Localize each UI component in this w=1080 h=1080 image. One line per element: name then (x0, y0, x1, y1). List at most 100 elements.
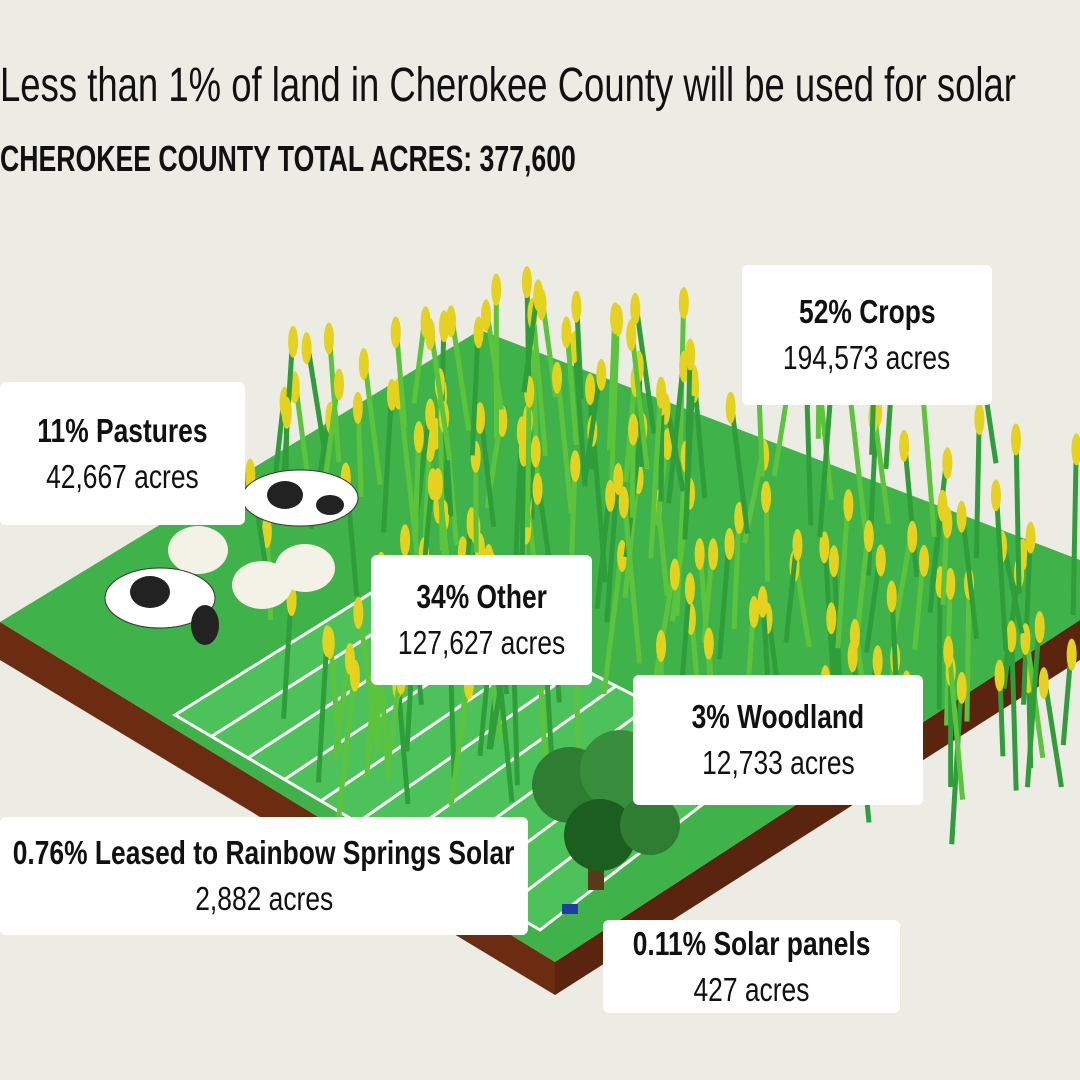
cow-spot (130, 576, 170, 608)
crop-head (757, 585, 768, 618)
crop-head (945, 567, 956, 600)
crop-head (1038, 667, 1049, 700)
cow-head (191, 605, 219, 645)
crop-head (322, 625, 333, 658)
crop-head (974, 402, 985, 435)
callout-acres: 127,627 acres (397, 624, 566, 661)
crop-head (481, 299, 492, 332)
callout: 52% Crops 194,573 acres (742, 265, 992, 405)
crop-head (475, 402, 486, 435)
callout-label: 0.11% Solar panels (632, 924, 871, 962)
crop-head (994, 659, 1005, 692)
crop-stalk (1070, 439, 1079, 616)
callout-acres: 42,667 acres (46, 457, 199, 495)
tree-leaves (620, 795, 680, 855)
subtitle: CHEROKEE COUNTY TOTAL ACRES: 377,600 (0, 138, 576, 179)
crop-head (571, 290, 582, 323)
crop-head (1066, 638, 1077, 671)
crop-head (413, 421, 424, 454)
crop-head (552, 361, 563, 394)
crop-head (521, 266, 532, 299)
crop-head (386, 378, 397, 411)
crop-head (626, 319, 637, 352)
crop-head (685, 338, 696, 371)
crop-head (353, 596, 364, 629)
crop-head (956, 500, 967, 533)
crop-head (694, 538, 705, 571)
crop-head (1025, 521, 1036, 554)
callout: 34% Other 127,627 acres (371, 555, 592, 685)
crop-head (734, 501, 745, 534)
sheep (275, 544, 335, 592)
crop-head (761, 480, 772, 513)
crop-head (919, 544, 930, 577)
crop-head (863, 520, 874, 553)
crop-head (628, 413, 639, 446)
callout: 11% Pastures 42,667 acres (0, 382, 245, 525)
callout-acres: 2,882 acres (195, 880, 333, 917)
crop-head (872, 645, 883, 678)
crop-head (630, 292, 641, 325)
crop-head (703, 627, 714, 660)
crop-head (819, 531, 830, 564)
tree-leaves (564, 799, 636, 871)
crop-head (533, 279, 544, 312)
crop-head (561, 316, 572, 349)
crop-head (725, 391, 736, 424)
crop-head (907, 520, 918, 553)
crop-head (425, 318, 436, 351)
crop-head (1010, 423, 1021, 456)
sheep (168, 526, 228, 574)
solar-panel (562, 904, 578, 914)
crop-head (942, 447, 953, 480)
crop-head (570, 450, 581, 483)
crop-head (585, 373, 596, 406)
crop-head (532, 473, 543, 506)
crop-head (843, 489, 854, 522)
crop-head (943, 635, 954, 668)
callout-label: 11% Pastures (37, 411, 208, 449)
title: Less than 1% of land in Cherokee County … (0, 59, 1016, 112)
crop-head (1006, 620, 1017, 653)
crop-head (261, 516, 272, 549)
crop-head (613, 463, 624, 496)
callout-label: 3% Woodland (691, 698, 865, 735)
cow-spot (316, 495, 344, 515)
crop-head (349, 659, 360, 692)
crop-head (610, 302, 621, 335)
callout: 0.11% Solar panels 427 acres (603, 920, 900, 1013)
crop-head (678, 286, 689, 319)
crop-head (847, 640, 858, 673)
crop-head (1034, 611, 1045, 644)
crop-head (826, 602, 837, 635)
crop-head (352, 391, 363, 424)
callout-acres: 427 acres (693, 970, 810, 1008)
crop-head (596, 358, 607, 391)
crop-head (358, 348, 369, 381)
crop-head (301, 332, 312, 365)
crop-head (886, 580, 897, 613)
crop-head (390, 316, 401, 349)
callout-acres: 194,573 acres (783, 339, 951, 376)
animals (104, 469, 359, 645)
crop-head (445, 305, 456, 338)
crop-head (288, 325, 299, 358)
crop-head (1071, 433, 1080, 466)
crop-head (708, 538, 719, 571)
crop-head (669, 558, 680, 591)
crop-head (875, 544, 886, 577)
crop-head (792, 529, 803, 562)
crop-head (662, 428, 673, 461)
crop-head (432, 467, 443, 500)
crop-head (473, 316, 484, 349)
crop-head (333, 368, 344, 401)
callout: 3% Woodland 12,733 acres (633, 675, 923, 805)
callout-label: 34% Other (416, 578, 547, 615)
cow-spot (267, 481, 303, 509)
crop-head (899, 429, 910, 462)
crop-head (491, 273, 502, 306)
crop-head (684, 572, 695, 605)
crop-head (828, 545, 839, 578)
crop-head (956, 671, 967, 704)
